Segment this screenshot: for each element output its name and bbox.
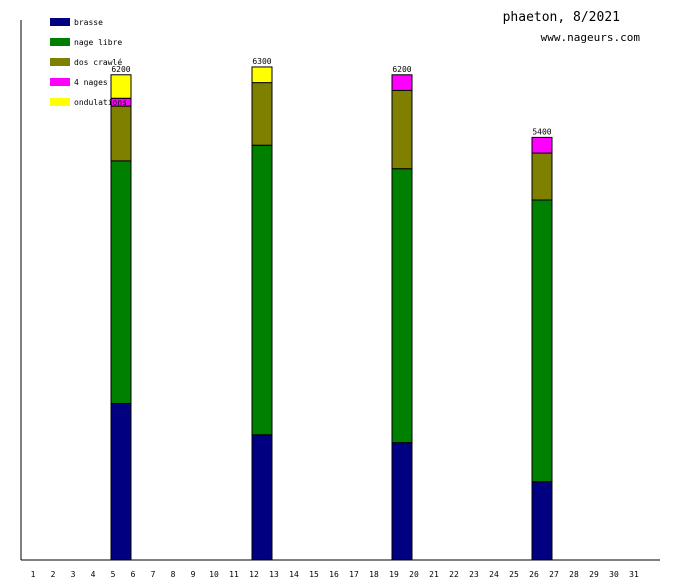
bar-segment-nage-libre-day-12 xyxy=(251,144,273,436)
legend-label: ondulations xyxy=(74,98,127,107)
bar-segment-ondulations-day-5 xyxy=(110,74,132,99)
legend-label: 4 nages xyxy=(74,78,108,87)
bar-segment-dos-crawlé-day-26 xyxy=(531,152,553,201)
x-tick-label: 2 xyxy=(51,570,56,579)
legend-swatch-4-nages xyxy=(50,78,70,86)
x-tick-label: 20 xyxy=(409,570,419,579)
legend-swatch-brasse xyxy=(50,18,70,26)
x-tick-label: 5 xyxy=(111,570,116,579)
x-tick-label: 22 xyxy=(449,570,459,579)
chart-bars xyxy=(110,66,553,561)
bar-total-label: 6300 xyxy=(252,57,271,66)
x-tick-label: 7 xyxy=(151,570,156,579)
x-tick-label: 4 xyxy=(91,570,96,579)
legend-swatch-dos-crawlé xyxy=(50,58,70,66)
bar-segment-4-nages-day-26 xyxy=(531,136,553,154)
bar-segment-brasse-day-19 xyxy=(391,442,413,561)
x-tick-label: 11 xyxy=(229,570,239,579)
x-tick-label: 16 xyxy=(329,570,339,579)
x-tick-label: 17 xyxy=(349,570,359,579)
bar-segment-brasse-day-12 xyxy=(251,434,273,561)
legend-swatch-ondulations xyxy=(50,98,70,106)
bar-segment-4-nages-day-19 xyxy=(391,74,413,91)
bar-total-label: 6200 xyxy=(111,65,130,74)
x-tick-label: 19 xyxy=(389,570,399,579)
x-tick-label: 14 xyxy=(289,570,299,579)
bar-segment-nage-libre-day-19 xyxy=(391,168,413,444)
x-tick-label: 21 xyxy=(429,570,439,579)
legend-swatch-nage-libre xyxy=(50,38,70,46)
chart-legend: brasse nage libre dos crawlé 4 nages ondulat… xyxy=(50,18,127,107)
x-tick-label: 15 xyxy=(309,570,319,579)
x-tick-label: 3 xyxy=(71,570,76,579)
x-tick-label: 28 xyxy=(569,570,579,579)
x-tick-label: 6 xyxy=(131,570,136,579)
legend-label: dos crawlé xyxy=(74,57,122,67)
x-tick-label: 9 xyxy=(191,570,196,579)
x-tick-label: 10 xyxy=(209,570,219,579)
x-tick-label: 27 xyxy=(549,570,559,579)
x-tick-label: 23 xyxy=(469,570,479,579)
bar-segment-brasse-day-26 xyxy=(531,481,553,561)
site-url: www.nageurs.com xyxy=(540,31,640,44)
x-tick-label: 8 xyxy=(171,570,176,579)
x-tick-label: 1 xyxy=(31,570,36,579)
x-tick-label: 26 xyxy=(529,570,539,579)
bar-segment-dos-crawlé-day-19 xyxy=(391,89,413,170)
x-tick-label: 12 xyxy=(249,570,259,579)
x-axis-tick-labels: 1 2 3 4 5 6 7 8 9 10 11 12 13 14 15 16 17 18 19 20 21 22 23 24 2… xyxy=(31,570,639,579)
x-tick-label: 31 xyxy=(629,570,639,579)
x-tick-label: 13 xyxy=(269,570,279,579)
bar-segment-dos-crawlé-day-12 xyxy=(251,82,273,146)
x-tick-label: 29 xyxy=(589,570,599,579)
bar-total-labels: 6200 6300 6200 5400 xyxy=(111,57,551,136)
x-tick-label: 25 xyxy=(509,570,519,579)
x-tick-label: 24 xyxy=(489,570,499,579)
legend-label: brasse xyxy=(74,18,103,27)
bar-total-label: 5400 xyxy=(532,127,551,136)
chart-title: phaeton, 8/2021 xyxy=(502,10,620,25)
bar-segment-brasse-day-5 xyxy=(110,402,132,561)
bar-segment-dos-crawlé-day-5 xyxy=(110,105,132,162)
bar-total-label: 6200 xyxy=(392,65,411,74)
bar-segment-nage-libre-day-26 xyxy=(531,199,553,483)
x-tick-label: 18 xyxy=(369,570,379,579)
legend-label: nage libre xyxy=(74,38,122,47)
bar-segment-ondulations-day-12 xyxy=(251,66,273,84)
x-tick-label: 30 xyxy=(609,570,619,579)
bar-segment-nage-libre-day-5 xyxy=(110,160,132,404)
